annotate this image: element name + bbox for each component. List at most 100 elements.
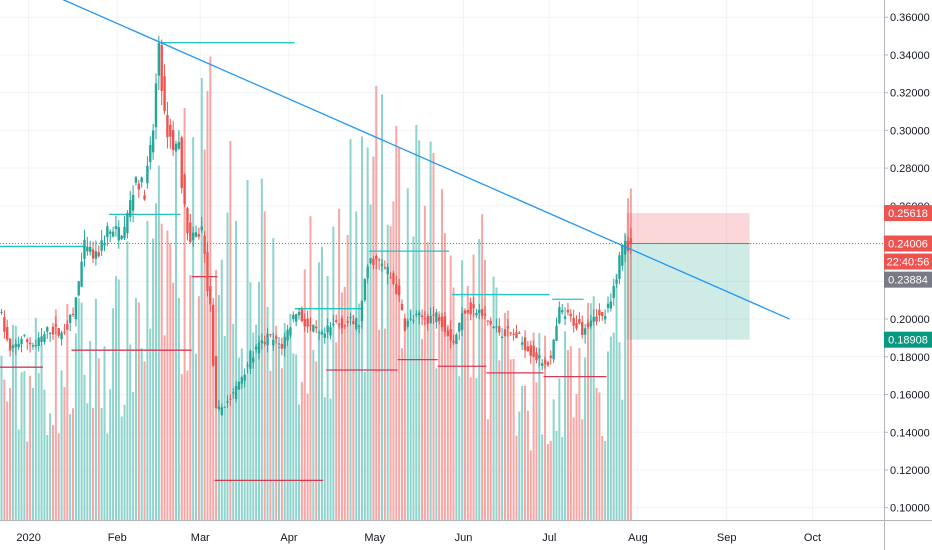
volume-bar <box>54 309 57 520</box>
candle-body <box>589 320 593 327</box>
volume-bar <box>598 392 601 520</box>
candle-body <box>535 352 538 361</box>
candle-body <box>140 177 143 183</box>
volume-bar <box>140 348 143 520</box>
candle-body <box>297 312 301 316</box>
candle-body <box>26 339 29 342</box>
volume-bar <box>9 388 12 520</box>
volume-bar <box>358 303 361 520</box>
volume-bar <box>320 246 323 521</box>
volume-bar <box>564 331 567 520</box>
candle-body <box>438 316 441 321</box>
candle-body <box>435 312 438 323</box>
candle-body <box>28 342 32 345</box>
candle-body <box>126 212 129 234</box>
candle-body <box>360 300 364 322</box>
candle-body <box>601 312 604 317</box>
price-badge-label: 0.24006 <box>888 238 928 250</box>
candle-body <box>449 329 452 341</box>
volume-bar <box>349 138 352 520</box>
volume-bar <box>72 408 75 520</box>
candle-body <box>609 301 613 309</box>
candle-body <box>220 407 223 415</box>
candle-body <box>20 338 23 345</box>
price-badge <box>884 253 932 270</box>
candle-body <box>11 345 15 348</box>
volume-bar <box>114 276 117 520</box>
candle-body <box>403 318 407 331</box>
y-tick-label: 0.16000 <box>890 390 930 402</box>
volume-bar <box>443 233 446 520</box>
candle-body <box>212 304 215 366</box>
candle-body <box>463 310 467 314</box>
candle-body <box>426 316 429 324</box>
volume-bar <box>541 434 544 520</box>
volume-bar <box>426 242 429 520</box>
x-tick-label: Jul <box>542 532 556 544</box>
volume-bar <box>606 351 609 520</box>
price-badge-label: 0.18908 <box>888 335 928 347</box>
candle-body <box>86 246 89 252</box>
volume-bar <box>449 255 452 520</box>
candle-body <box>452 340 455 343</box>
short-position-tool[interactable] <box>626 213 750 340</box>
candle-body <box>209 286 212 305</box>
candle-body <box>489 320 492 325</box>
candle-body <box>500 336 504 338</box>
candle-body <box>157 43 161 76</box>
candle-body <box>483 314 487 316</box>
volume-bar <box>495 287 498 520</box>
candle-body <box>206 252 209 292</box>
candle-body <box>137 183 141 190</box>
volume-bar <box>392 201 395 521</box>
volume-bar <box>483 259 486 520</box>
volume-bar <box>595 387 598 520</box>
volume-bar <box>226 212 229 520</box>
candle-body <box>214 356 218 409</box>
take-profit-zone <box>626 243 750 340</box>
candle-body <box>443 316 447 332</box>
stop-loss-zone <box>626 213 750 244</box>
candle-body <box>183 175 186 205</box>
volume-bar <box>386 224 389 520</box>
volume-bar <box>418 140 421 521</box>
volume-bar <box>592 296 595 520</box>
price-badge <box>884 235 932 252</box>
candle-body <box>478 309 481 313</box>
volume-bar <box>77 298 80 520</box>
candle-body <box>349 317 352 319</box>
volume-bar <box>575 394 578 520</box>
candle-body <box>303 318 306 327</box>
volume-bar <box>403 322 406 520</box>
candle-body <box>626 240 630 251</box>
volume-bar <box>0 355 3 520</box>
volume-bar <box>452 287 455 520</box>
candle-body <box>412 320 415 322</box>
volume-bar <box>11 324 14 520</box>
candle-body <box>174 143 178 152</box>
candle-body <box>380 263 384 267</box>
candlesticks <box>0 35 633 416</box>
horizontal-levels <box>0 42 607 482</box>
volume-bar <box>458 376 461 520</box>
candle-body <box>111 231 115 237</box>
volume-bar <box>17 429 20 520</box>
candle-body <box>615 279 618 284</box>
volume-bar <box>229 140 232 521</box>
volume-bar <box>584 357 587 520</box>
volume-bar <box>312 349 315 520</box>
volume-bar <box>69 414 72 520</box>
volume-bar <box>112 308 115 520</box>
candle-body <box>623 241 627 255</box>
candle-body <box>277 343 281 345</box>
volume-bar <box>14 325 17 520</box>
volume-bar <box>352 314 355 520</box>
candle-body <box>289 327 292 336</box>
volume-bar <box>60 370 63 520</box>
volume-bar <box>160 223 163 520</box>
volume-bar <box>615 273 618 520</box>
volume-bar <box>240 348 243 520</box>
candle-body <box>552 339 555 360</box>
candle-body <box>598 309 601 316</box>
volume-bar <box>432 152 435 521</box>
